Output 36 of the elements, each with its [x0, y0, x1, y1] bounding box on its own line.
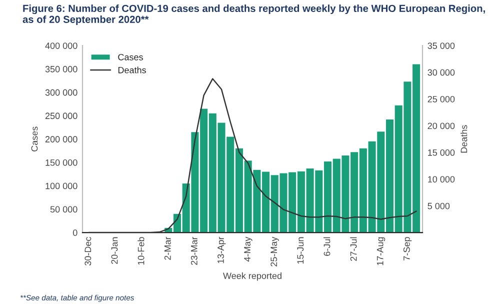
legend-label: Cases [118, 54, 143, 60]
x-axis-title: Week reported [223, 272, 282, 281]
y-tick-label: 200 000 [45, 136, 78, 142]
y2-axis-title: Deaths [460, 125, 468, 153]
x-tick-label: 17-Aug [377, 237, 386, 266]
x-tick-label: 27-Jul [350, 237, 357, 261]
x-tick-label: 6-Jul [324, 237, 330, 256]
y2-tick-label: 30 000 [428, 69, 455, 76]
y-tick-label: 0 [72, 230, 78, 236]
x-tick-label: 23-Mar [190, 236, 198, 265]
y2-tick-label: 20 000 [428, 122, 455, 130]
y-tick-label: 350 000 [45, 66, 78, 72]
x-tick-label: 4-May [244, 236, 252, 262]
y-tick-label: 150 000 [46, 159, 78, 166]
chart-title: Figure 6: Number of COVID-19 cases and deaths reported weekly by the WHO European Region, as of 20 September 2020** [22, 4, 485, 25]
y-tick-label: 300 000 [45, 89, 78, 96]
y2-tick-label: 5 000 [428, 202, 450, 210]
y2-tick-label: 10 000 [428, 176, 455, 183]
line-series [88, 78, 417, 233]
x-tick-label: 20-Jan [111, 237, 118, 264]
y-tick-label: 50 000 [50, 206, 78, 213]
y2-tick-label: 15 000 [428, 149, 455, 156]
legend-label: Deaths [118, 66, 146, 74]
y-tick-label: 250 000 [45, 112, 78, 120]
x-tick-label: 25-May [270, 236, 279, 266]
y2-tick-label: 35 000 [428, 42, 455, 49]
y-tick-label: 400 000 [45, 42, 78, 49]
y-axis-title: Cases [31, 126, 38, 152]
x-tick-label: 30-Dec [84, 236, 92, 266]
y-tick-label: 100 000 [46, 182, 78, 190]
x-tick-label: 2-Mar [164, 236, 171, 260]
y2-tick-label: 25 000 [428, 96, 455, 102]
x-tick-label: 15-Jun [297, 237, 304, 264]
x-tick-label: 10-Feb [138, 237, 144, 265]
x-tick-label: 7-Sep [403, 237, 412, 260]
x-tick-label: 13-Apr [218, 236, 226, 264]
